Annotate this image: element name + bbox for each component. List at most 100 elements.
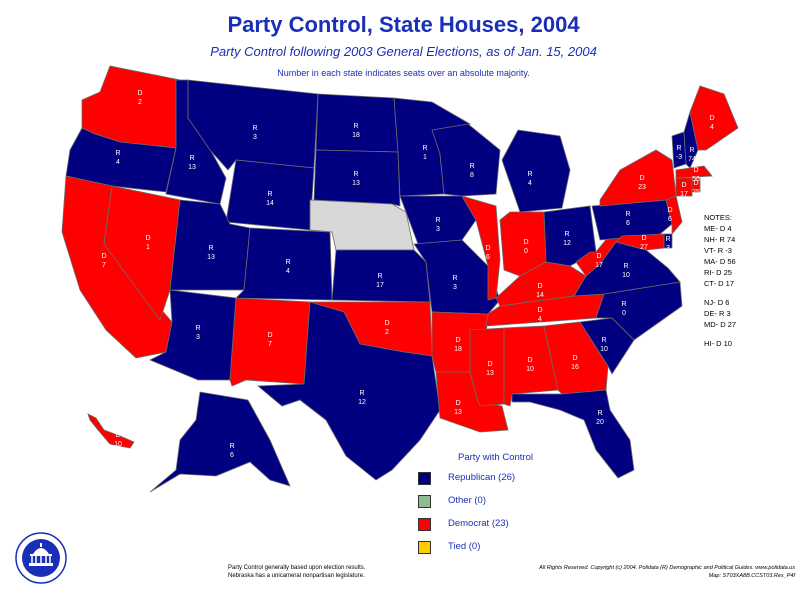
state-sc <box>579 317 635 375</box>
note-line: DE- R 3 <box>704 309 731 318</box>
state-ma <box>675 165 713 179</box>
state-label-ga: D 16 <box>571 355 579 371</box>
state-label-ms: D 13 <box>486 361 494 377</box>
state-label-hi: D 10 <box>114 432 122 448</box>
state-ny <box>599 149 677 207</box>
note-line: NJ- D 6 <box>704 298 730 307</box>
state-label-ut: R 13 <box>207 245 215 261</box>
state-mi <box>501 129 571 213</box>
state-label-id: R 13 <box>188 155 196 171</box>
legend-swatch <box>418 495 431 508</box>
state-label-tx: R 12 <box>358 390 366 406</box>
state-ri <box>691 177 701 193</box>
note-line: MA- D 56 <box>704 257 736 266</box>
state-label-nh: R 74 <box>688 147 696 163</box>
legend-swatch <box>418 472 431 485</box>
note-line: VT- R -3 <box>704 246 732 255</box>
map-explanation: Number in each state indicates seats ove… <box>277 68 530 78</box>
notes-panel: NOTES: ME- D 4 NH- R 74 VT- R -3 MA- D 5… <box>704 212 736 349</box>
state-label-ma: D 56 <box>692 167 700 183</box>
state-me <box>689 85 739 151</box>
note-line: RI- D 25 <box>704 268 732 277</box>
state-label-al: D 10 <box>526 357 534 373</box>
state-ak <box>149 391 291 493</box>
note-line: CT- D 17 <box>704 279 735 288</box>
polidata-seal-logo <box>15 532 67 584</box>
legend-title: Party with Control <box>458 452 533 463</box>
state-label-nd: R 18 <box>352 123 360 139</box>
state-label-oh: R 12 <box>563 231 571 247</box>
state-nj <box>665 195 683 236</box>
state-label-sc: R 10 <box>600 337 608 353</box>
state-nv <box>103 185 181 321</box>
state-wi <box>431 123 501 197</box>
notes-heading: NOTES: <box>704 213 732 222</box>
legend-label: Tied (0) <box>448 541 481 552</box>
legend-label: Other (0) <box>448 495 487 506</box>
map-subtitle: Party Control following 2003 General Ele… <box>210 44 597 59</box>
state-label-ks: R 17 <box>376 273 384 289</box>
state-nh <box>683 111 699 169</box>
state-or <box>65 127 177 193</box>
state-il <box>461 195 501 301</box>
state-co <box>235 227 333 301</box>
legend-swatch <box>418 518 431 531</box>
state-fl <box>511 389 635 479</box>
state-md <box>615 233 665 251</box>
state-sd <box>313 149 401 207</box>
state-label-fl: R 20 <box>596 410 604 426</box>
state-label-la: D 13 <box>454 400 462 416</box>
footnote-line: Nebraska has a unicameral nonpartisan le… <box>228 573 365 579</box>
state-label-ar: D 18 <box>454 337 462 353</box>
state-tx <box>256 301 441 481</box>
legend-label: Democrat (23) <box>448 518 509 529</box>
state-label-ri: D 25 <box>692 180 700 196</box>
state-label-ny: D 23 <box>638 175 646 191</box>
copyright-line: All Rights Reserved. Copyright (c) 2004.… <box>539 565 795 571</box>
state-label-wy: R 14 <box>266 191 274 207</box>
map-title: Party Control, State Houses, 2004 <box>227 12 580 37</box>
state-label-sd: R 13 <box>352 171 360 187</box>
copyright-notice: All Rights Reserved. Copyright (c) 2004.… <box>539 564 795 580</box>
footnote: Party Control generally based upon elect… <box>228 564 365 580</box>
note-line: NH- R 74 <box>704 235 736 244</box>
state-label-vt: R -3 <box>676 145 682 161</box>
state-label-va: R 10 <box>622 263 630 279</box>
legend-label: Republican (26) <box>448 472 516 483</box>
legend-swatch <box>418 541 431 554</box>
note-line: HI- D 10 <box>704 339 732 348</box>
note-line: ME- D 4 <box>704 224 732 233</box>
state-mo <box>413 239 501 315</box>
map-id-line: Map: ST03XA8B.CCST03.Res_P4f <box>708 573 795 579</box>
state-ct <box>675 177 693 197</box>
note-line: MD- D 27 <box>704 320 737 329</box>
footnote-line: Party Control generally based upon elect… <box>228 565 366 571</box>
state-label-md: D 27 <box>640 235 648 251</box>
state-hi <box>87 413 135 449</box>
state-label-wv: D 17 <box>595 253 603 269</box>
state-label-ky: D 14 <box>536 283 544 299</box>
